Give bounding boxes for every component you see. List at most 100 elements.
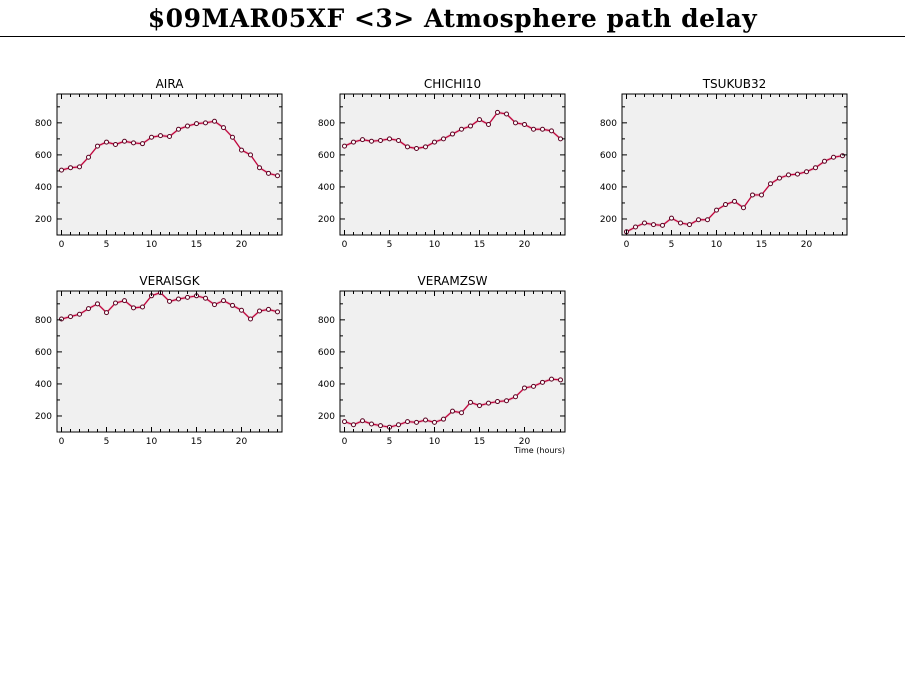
data-point — [705, 217, 710, 223]
data-point — [687, 222, 692, 228]
y-tick-label: 400 — [35, 183, 52, 193]
y-tick-label: 200 — [35, 215, 52, 225]
data-point — [230, 134, 235, 140]
title-divider — [0, 36, 905, 37]
y-tick-label: 600 — [318, 348, 335, 358]
y-tick-label: 600 — [35, 151, 52, 161]
data-point — [741, 205, 746, 211]
y-tick-label: 600 — [35, 348, 52, 358]
data-point — [495, 399, 500, 405]
data-point — [167, 298, 172, 304]
data-point — [248, 152, 253, 158]
data-point — [522, 385, 527, 391]
x-tick-label: 0 — [59, 437, 65, 447]
data-point — [176, 296, 181, 302]
data-point — [723, 202, 728, 208]
data-point — [504, 111, 509, 117]
data-point — [459, 410, 464, 416]
chart-title: AIRA — [156, 77, 185, 91]
data-point — [185, 123, 190, 129]
x-tick-label: 5 — [104, 437, 110, 447]
x-tick-label: 5 — [669, 240, 675, 250]
x-tick-label: 20 — [801, 240, 813, 250]
data-point — [221, 298, 226, 304]
y-tick-label: 800 — [318, 316, 335, 326]
data-point — [768, 181, 773, 187]
data-point — [513, 394, 518, 400]
data-point — [459, 126, 464, 132]
x-tick-label: 5 — [387, 240, 393, 250]
data-point — [149, 134, 154, 140]
data-point — [113, 300, 118, 306]
data-point — [167, 133, 172, 139]
data-point — [68, 314, 73, 320]
data-point — [275, 173, 280, 179]
y-tick-label: 600 — [600, 151, 617, 161]
data-point — [660, 222, 665, 228]
data-point — [86, 154, 91, 160]
data-point — [549, 376, 554, 382]
data-point — [642, 220, 647, 226]
error-band — [344, 377, 561, 429]
data-point — [59, 167, 64, 173]
x-tick-label: 20 — [236, 240, 248, 250]
data-point — [414, 419, 419, 425]
y-tick-label: 200 — [318, 215, 335, 225]
data-point — [140, 141, 145, 147]
data-point — [486, 121, 491, 127]
x-tick-label: 5 — [104, 240, 110, 250]
data-point — [369, 421, 374, 427]
x-tick-label: 0 — [342, 240, 348, 250]
data-point — [360, 137, 365, 143]
data-point — [351, 422, 356, 428]
data-point — [131, 140, 136, 146]
data-point — [257, 165, 262, 171]
x-tick-label: 15 — [191, 240, 202, 250]
data-point — [248, 316, 253, 322]
data-point — [531, 383, 536, 389]
data-point — [369, 138, 374, 144]
data-point — [86, 306, 91, 312]
data-point — [540, 379, 545, 385]
data-point — [378, 423, 383, 429]
data-point — [786, 172, 791, 178]
data-point — [696, 217, 701, 223]
data-point — [131, 305, 136, 311]
chart-title: TSUKUB32 — [702, 77, 767, 91]
x-tick-label: 10 — [429, 240, 441, 250]
data-point — [513, 120, 518, 126]
data-point — [651, 222, 656, 228]
data-point — [795, 171, 800, 177]
data-point — [840, 153, 845, 159]
data-point — [549, 128, 554, 134]
y-tick-label: 800 — [318, 119, 335, 129]
data-point — [450, 408, 455, 414]
data-point — [804, 169, 809, 175]
data-point — [732, 198, 737, 204]
x-tick-label: 10 — [429, 437, 441, 447]
x-tick-label: 15 — [474, 437, 485, 447]
plot-area — [57, 94, 282, 235]
data-point — [122, 138, 127, 144]
data-point — [504, 398, 509, 404]
data-point — [266, 306, 271, 312]
data-point — [831, 154, 836, 160]
data-point — [468, 123, 473, 129]
data-point — [531, 126, 536, 132]
data-point — [176, 126, 181, 132]
y-tick-label: 200 — [318, 412, 335, 422]
data-point — [59, 316, 64, 322]
chart-panel-veraisgk: VERAISGK 0 5 10 15 20 200 400 600 800 — [35, 274, 283, 447]
x-tick-label: 10 — [146, 240, 158, 250]
data-point — [669, 215, 674, 221]
data-point — [95, 143, 100, 149]
data-point — [185, 294, 190, 300]
y-tick-label: 800 — [600, 119, 617, 129]
plot-area — [340, 291, 565, 432]
data-point — [495, 109, 500, 115]
data-point — [813, 165, 818, 171]
data-point — [360, 418, 365, 424]
data-point — [441, 416, 446, 422]
plot-area — [340, 94, 565, 235]
data-point — [432, 419, 437, 425]
